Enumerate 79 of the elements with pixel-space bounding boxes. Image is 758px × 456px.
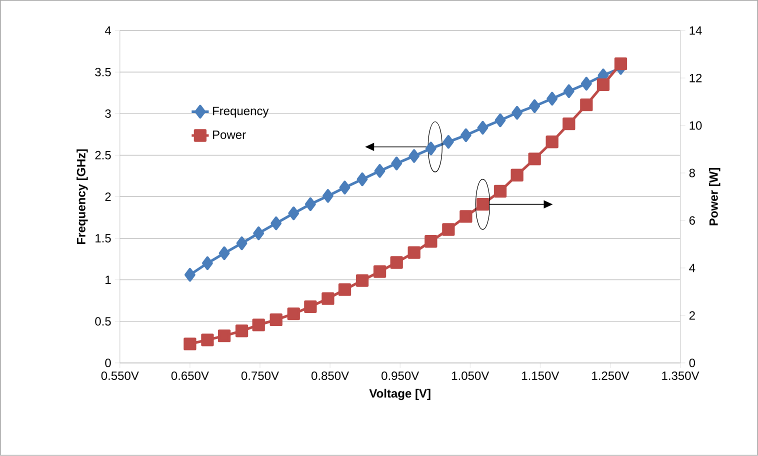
point xyxy=(442,135,454,149)
point xyxy=(424,235,438,248)
point xyxy=(510,168,524,182)
y2-tick-label: 0 xyxy=(689,358,696,368)
y-tick-label: 2.5 xyxy=(95,151,111,160)
point xyxy=(304,198,316,212)
point xyxy=(614,58,628,70)
point xyxy=(218,330,231,342)
point xyxy=(338,283,352,296)
y2-axis-title: Power [W] xyxy=(709,168,720,226)
point xyxy=(270,216,282,230)
y2-tick-label: 10 xyxy=(690,121,702,130)
x-tick-label: 0.850V xyxy=(311,372,350,380)
point xyxy=(374,164,386,178)
point xyxy=(373,265,386,278)
point xyxy=(356,274,369,288)
point xyxy=(460,128,472,142)
point xyxy=(460,210,472,223)
y-tick-label: 1 xyxy=(106,276,111,284)
point xyxy=(580,77,592,91)
point xyxy=(494,114,506,128)
point xyxy=(596,78,610,92)
y-tick-label: 2 xyxy=(105,192,111,202)
point xyxy=(562,118,576,130)
point xyxy=(287,308,300,320)
point xyxy=(288,206,300,220)
point xyxy=(408,149,420,163)
point xyxy=(580,98,593,112)
point xyxy=(184,268,196,282)
point xyxy=(390,256,403,269)
y-tick-label: 0 xyxy=(105,358,111,368)
point xyxy=(322,292,334,306)
y2-tick-label: 6 xyxy=(689,216,695,225)
y-tick-label: 1.5 xyxy=(96,234,111,243)
point xyxy=(408,246,420,259)
point xyxy=(235,324,248,338)
x-tick-label: 0.750V xyxy=(241,372,279,380)
x-tick-label: 1.050V xyxy=(452,372,490,380)
x-axis-title: Voltage [V] xyxy=(369,389,430,400)
point xyxy=(201,334,214,346)
y2-tick-label: 2 xyxy=(689,311,695,320)
legend-label: Frequency xyxy=(213,106,269,118)
point xyxy=(546,136,558,148)
point xyxy=(218,246,230,260)
point xyxy=(304,300,317,314)
x-tick-label: 0.550V xyxy=(101,372,139,380)
point xyxy=(356,172,368,186)
point xyxy=(391,156,402,170)
point xyxy=(252,318,265,332)
point xyxy=(270,314,282,326)
y2-tick-label: 4 xyxy=(689,264,696,272)
x-tick-label: 0.650V xyxy=(171,372,209,380)
y-tick-label: 4 xyxy=(104,26,111,35)
y-tick-label: 3.5 xyxy=(95,68,111,76)
point xyxy=(529,99,540,114)
point xyxy=(477,121,488,135)
x-tick-label: 1.250V xyxy=(592,372,630,380)
y-tick-label: 3 xyxy=(105,110,111,118)
point xyxy=(202,256,213,270)
point xyxy=(494,185,507,198)
x-tick-label: 0.950V xyxy=(382,372,420,380)
legend-label: Power xyxy=(213,130,246,140)
point xyxy=(184,338,196,350)
y2-tick-label: 8 xyxy=(689,168,695,178)
x-tick-label: 1.150V xyxy=(522,372,560,380)
y2-tick-label: 12 xyxy=(690,74,702,82)
point xyxy=(253,226,264,240)
point xyxy=(339,180,350,195)
point xyxy=(528,152,541,166)
point xyxy=(322,189,334,203)
y-tick-label: 0.5 xyxy=(95,317,111,326)
point xyxy=(442,223,455,236)
point xyxy=(563,84,574,98)
y2-tick-label: 14 xyxy=(690,26,702,35)
x-tick-label: 1.350V xyxy=(662,372,700,380)
point xyxy=(512,106,523,120)
point xyxy=(546,92,558,106)
y-axis-title: Frequency [GHz] xyxy=(76,150,88,244)
point xyxy=(236,236,248,250)
